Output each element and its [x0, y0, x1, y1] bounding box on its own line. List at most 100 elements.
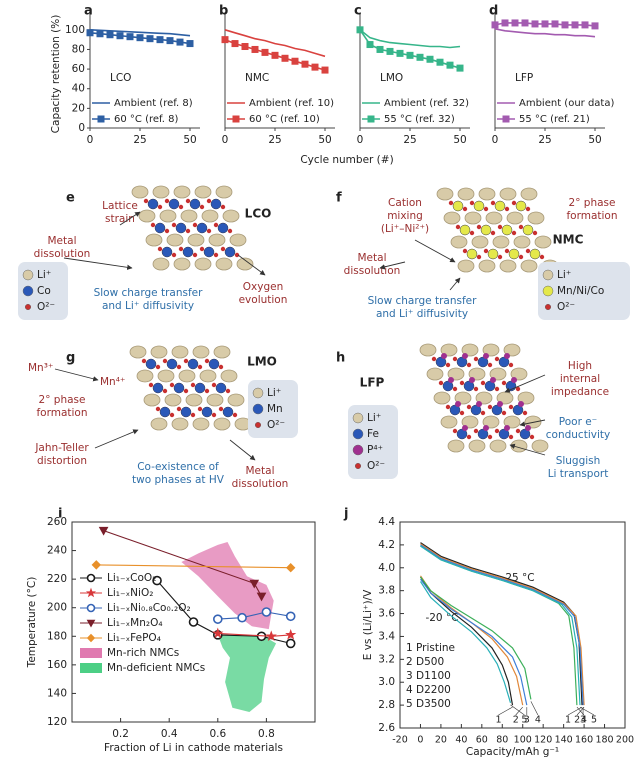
li-ion [478, 187, 496, 201]
annotation: Metal [358, 252, 387, 264]
oxygen [204, 388, 210, 394]
marker [291, 57, 299, 65]
oxygen [162, 358, 168, 364]
transition-metal [442, 380, 454, 392]
legend-marker [86, 573, 96, 583]
curve-tag: 2 [513, 715, 519, 726]
arrow [63, 257, 133, 270]
legend-label: Li₁₋ₓCoO₂ [107, 572, 156, 584]
x-tick-label: 0 [492, 134, 499, 146]
panel-letter: j [343, 507, 348, 522]
li-ion [433, 391, 451, 405]
annotation: 2° phase [569, 197, 616, 209]
transition-metal [449, 404, 461, 416]
marker [491, 21, 499, 29]
x-axis-label: Capacity/mAh g⁻¹ [466, 746, 559, 758]
marker [591, 22, 599, 30]
marker [285, 611, 296, 622]
oxygen [448, 200, 454, 206]
marker [106, 31, 114, 39]
curve-tag: 2 [574, 715, 580, 726]
li-ion [166, 233, 184, 247]
legend-label: 5 D3500 [406, 698, 451, 710]
oxygen [508, 362, 514, 368]
material-label: NMC [245, 72, 269, 84]
legend-label: O²⁻ [367, 460, 385, 472]
tag-arrow [579, 706, 595, 716]
li-ion [489, 367, 507, 381]
oxygen [176, 406, 182, 412]
transition-metal [194, 382, 206, 394]
legend-label: Fe [367, 428, 379, 440]
oxygen [178, 204, 184, 210]
transition-metal [154, 222, 166, 234]
li-ion [173, 257, 191, 271]
li-ion [426, 367, 444, 381]
arrow [119, 211, 141, 226]
x-tick-label: 100 [514, 735, 532, 746]
li-ion [145, 233, 163, 247]
annotation: Lattice [102, 200, 138, 212]
oxygen [206, 228, 212, 234]
oxygen [197, 364, 203, 370]
oxygen [483, 206, 489, 212]
curve-tag: 4 [535, 715, 541, 726]
transition-metal [480, 224, 492, 236]
series-line [224, 29, 326, 58]
x-tick-label: 40 [455, 735, 467, 746]
legend-icon [352, 428, 364, 440]
curve [420, 543, 585, 706]
annotation: impedance [551, 386, 609, 398]
oxygen [178, 246, 184, 252]
annotation: High [568, 360, 592, 372]
legend-marker [86, 633, 96, 643]
legend-label: Li⁺ [557, 269, 571, 281]
curve-tag: 5 [591, 715, 597, 726]
li-ion [485, 211, 503, 225]
oxygen [497, 224, 503, 230]
annotation: Poor e⁻ [559, 416, 597, 428]
transition-metal [470, 404, 482, 416]
marker [96, 30, 104, 38]
y-tick-label: 3.8 [378, 585, 395, 597]
li-ion [457, 259, 475, 273]
li-ion [468, 367, 486, 381]
oxygen [171, 222, 177, 228]
arrow [94, 429, 139, 449]
y-tick-label: 60 [72, 63, 85, 75]
marker [366, 41, 374, 49]
li-ion [131, 185, 149, 199]
marker [213, 614, 223, 624]
oxygen [452, 428, 458, 434]
li-ion [510, 367, 528, 381]
legend-icon [354, 462, 362, 470]
li-ion [513, 235, 531, 249]
transition-metal [473, 200, 485, 212]
li-ion [482, 343, 500, 357]
transition-metal [168, 198, 180, 210]
transition-metal [487, 248, 499, 260]
oxygen [490, 230, 496, 236]
marker [356, 26, 364, 34]
legend-label: Mn [267, 403, 283, 415]
plot-frame [399, 521, 626, 729]
y-tick-label: 4.4 [378, 516, 395, 528]
oxygen [213, 252, 219, 258]
marker [561, 21, 569, 29]
panel-letter: d [489, 4, 498, 19]
legend-icon [544, 303, 552, 311]
tag-arrow [510, 704, 525, 716]
li-ion [157, 369, 175, 383]
phosphorus [490, 377, 496, 383]
oxygen [515, 386, 521, 392]
oxygen [473, 386, 479, 392]
annotation: and Li⁺ diffusivity [102, 300, 194, 312]
arrow [237, 254, 266, 276]
curve-tag: 1 [495, 715, 501, 726]
annotation: Metal [246, 465, 275, 477]
oxygen [438, 380, 444, 386]
y-tick-label: 240 [47, 545, 67, 557]
oxygen [199, 246, 205, 252]
x-tick-label: 20 [435, 735, 447, 746]
